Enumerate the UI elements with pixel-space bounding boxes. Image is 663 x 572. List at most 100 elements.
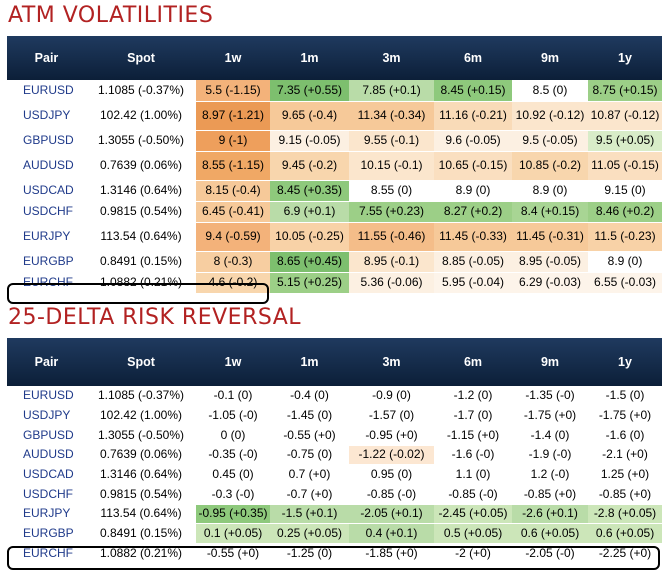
value-cell: 8 (-0.3) xyxy=(196,251,270,273)
column-header-9m: 9m xyxy=(512,36,588,80)
spot-cell: 0.7639 (0.06%) xyxy=(86,151,196,181)
table-row-eurjpy: EURJPY 113.54 (0.64%) -0.95 (+0.35) -1.5 (+… xyxy=(7,504,662,525)
value-cell: -0.55 (+0) xyxy=(196,543,270,564)
value-cell: -1.45 (0) xyxy=(270,405,349,426)
table-row-usdjpy: USDJPY 102.42 (1.00%) 8.97 (-1.21) 9.65 (-0… xyxy=(7,101,662,131)
value-cell: -0.1 (0) xyxy=(196,386,270,407)
value-cell: 8.9 (0) xyxy=(512,180,588,202)
value-cell: 11.05 (-0.15) xyxy=(588,151,662,181)
value-cell: -1.25 (0) xyxy=(270,543,349,564)
risk-reversal-title: 25-DELTA RISK REVERSAL xyxy=(8,305,302,330)
value-cell: 8.55 (0) xyxy=(349,180,434,202)
value-cell: 5.15 (+0.25) xyxy=(270,272,349,294)
column-header-spot: Spot xyxy=(86,338,196,386)
value-cell: 1.1 (0) xyxy=(434,464,512,485)
pair-cell: EURUSD xyxy=(7,386,86,407)
column-header-3m: 3m xyxy=(349,36,434,80)
value-cell: -1.2 (0) xyxy=(434,386,512,407)
value-cell: 9.65 (-0.4) xyxy=(270,101,349,131)
pair-cell: USDCHF xyxy=(7,484,86,505)
pair-cell: AUDUSD xyxy=(7,445,86,466)
value-cell: 10.65 (-0.15) xyxy=(434,151,512,181)
value-cell: 6.55 (-0.03) xyxy=(588,272,662,294)
value-cell: 8.27 (+0.2) xyxy=(434,201,512,223)
value-cell: 6.29 (-0.03) xyxy=(512,272,588,294)
table-row-gbpusd: GBPUSD 1.3055 (-0.50%) 9 (-1) 9.15 (-0.05) 9… xyxy=(7,130,662,152)
value-cell: 8.85 (-0.05) xyxy=(434,251,512,273)
value-cell: -0.85 (+0) xyxy=(512,484,588,505)
value-cell: -2 (+0) xyxy=(434,543,512,564)
pair-cell: EURGBP xyxy=(7,251,86,273)
column-header-1w: 1w xyxy=(196,36,270,80)
value-cell: -0.75 (0) xyxy=(270,445,349,466)
column-header-6m: 6m xyxy=(434,36,512,80)
value-cell: -1.7 (0) xyxy=(434,405,512,426)
value-cell: 7.35 (+0.55) xyxy=(270,80,349,102)
pair-cell: AUDUSD xyxy=(7,151,86,181)
table-row-eurgbp: EURGBP 0.8491 (0.15%) 0.1 (+0.05) 0.25 (+0.… xyxy=(7,523,662,544)
value-cell: -1.15 (+0) xyxy=(434,425,512,446)
pair-cell: EURJPY xyxy=(7,504,86,525)
pair-cell: EURUSD xyxy=(7,80,86,102)
value-cell: -2.8 (+0.05) xyxy=(588,504,662,525)
header-row: Pair Spot 1w 1m 3m 6m 9m 1y xyxy=(7,338,662,386)
spot-cell: 1.3055 (-0.50%) xyxy=(86,130,196,152)
column-header-1m: 1m xyxy=(270,338,349,386)
table-row-eurusd: EURUSD 1.1085 (-0.37%) -0.1 (0) -0.4 (0) -0.… xyxy=(7,386,662,407)
pair-cell: EURCHF xyxy=(7,272,86,294)
pair-cell: USDJPY xyxy=(7,101,86,131)
value-cell: 8.55 (-1.15) xyxy=(196,151,270,181)
column-header-1y: 1y xyxy=(588,338,662,386)
pair-cell: EURGBP xyxy=(7,523,86,544)
value-cell: -1.05 (-0) xyxy=(196,405,270,426)
value-cell: 9.55 (-0.1) xyxy=(349,130,434,152)
value-cell: 6.45 (-0.41) xyxy=(196,201,270,223)
value-cell: 9 (-1) xyxy=(196,130,270,152)
column-header-pair: Pair xyxy=(7,338,86,386)
value-cell: -1.5 (+0.1) xyxy=(270,504,349,525)
value-cell: -1.9 (-0) xyxy=(512,445,588,466)
value-cell: 9.5 (+0.05) xyxy=(588,130,662,152)
value-cell: -0.95 (+0.35) xyxy=(196,504,270,525)
table-row-usdcad: USDCAD 1.3146 (0.64%) 0.45 (0) 0.7 (+0) 0.95… xyxy=(7,464,662,485)
spot-cell: 113.54 (0.64%) xyxy=(86,504,196,525)
pair-cell: GBPUSD xyxy=(7,130,86,152)
spot-cell: 1.1085 (-0.37%) xyxy=(86,80,196,102)
value-cell: 0.6 (+0.05) xyxy=(512,523,588,544)
value-cell: 9.15 (0) xyxy=(588,180,662,202)
value-cell: 8.75 (+0.15) xyxy=(588,80,662,102)
value-cell: 10.05 (-0.25) xyxy=(270,222,349,252)
risk-reversal-table: Pair Spot 1w 1m 3m 6m 9m 1y EURUSD 1.1085 (-0.37… xyxy=(7,338,662,564)
value-cell: 7.85 (+0.1) xyxy=(349,80,434,102)
value-cell: 10.85 (-0.2) xyxy=(512,151,588,181)
value-cell: 4.6 (-0.2) xyxy=(196,272,270,294)
table-row-usdjpy: USDJPY 102.42 (1.00%) -1.05 (-0) -1.45 (0) -… xyxy=(7,405,662,426)
value-cell: -1.22 (-0.02) xyxy=(349,445,434,466)
value-cell: 5.36 (-0.06) xyxy=(349,272,434,294)
value-cell: 5.5 (-1.15) xyxy=(196,80,270,102)
column-header-1m: 1m xyxy=(270,36,349,80)
value-cell: 5.95 (-0.04) xyxy=(434,272,512,294)
spot-cell: 0.9815 (0.54%) xyxy=(86,201,196,223)
value-cell: -0.9 (0) xyxy=(349,386,434,407)
spot-cell: 0.8491 (0.15%) xyxy=(86,523,196,544)
table-row-eurgbp: EURGBP 0.8491 (0.15%) 8 (-0.3) 8.65 (+0.45)… xyxy=(7,251,662,273)
spot-cell: 1.1085 (-0.37%) xyxy=(86,386,196,407)
spot-cell: 1.3146 (0.64%) xyxy=(86,180,196,202)
value-cell: -2.6 (+0.1) xyxy=(512,504,588,525)
pair-cell: EURCHF xyxy=(7,543,86,564)
eurchf-highlight-rr xyxy=(7,546,660,570)
table-row-eurusd: EURUSD 1.1085 (-0.37%) 5.5 (-1.15) 7.35 (+0… xyxy=(7,80,662,102)
column-header-9m: 9m xyxy=(512,338,588,386)
spot-cell: 1.3146 (0.64%) xyxy=(86,464,196,485)
pair-cell: USDCAD xyxy=(7,464,86,485)
value-cell: -1.57 (0) xyxy=(349,405,434,426)
table-row-gbpusd: GBPUSD 1.3055 (-0.50%) 0 (0) -0.55 (+0) -0.9… xyxy=(7,425,662,446)
value-cell: 8.9 (0) xyxy=(588,251,662,273)
value-cell: 7.55 (+0.23) xyxy=(349,201,434,223)
column-header-spot: Spot xyxy=(86,36,196,80)
pair-cell: GBPUSD xyxy=(7,425,86,446)
value-cell: -0.35 (-0) xyxy=(196,445,270,466)
value-cell: 11.55 (-0.46) xyxy=(349,222,434,252)
table-row-audusd: AUDUSD 0.7639 (0.06%) -0.35 (-0) -0.75 (0) -… xyxy=(7,445,662,466)
